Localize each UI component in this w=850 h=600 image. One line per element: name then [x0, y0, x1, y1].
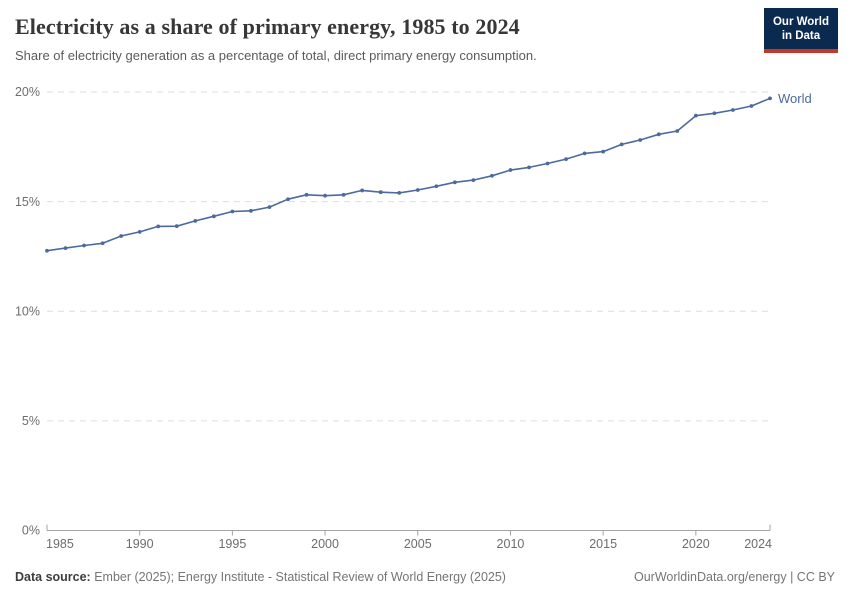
data-point: [323, 193, 327, 198]
data-point: [693, 113, 698, 118]
data-point: [360, 188, 365, 193]
data-point: [527, 165, 531, 170]
data-source-label: Data source:: [15, 570, 91, 584]
page-title: Electricity as a share of primary energy…: [15, 14, 520, 39]
x-axis-labels: 1985 1990 1995 2000 2005 2010 2015 2020 2024: [46, 537, 772, 551]
data-point: [230, 209, 235, 214]
x-tick-label: 2000: [311, 537, 339, 551]
data-point: [619, 142, 624, 147]
data-point: [731, 108, 735, 112]
data-point: [601, 149, 606, 154]
x-tick-label: 2015: [589, 537, 617, 551]
x-tick-label: 2020: [682, 537, 710, 551]
data-point: [768, 96, 772, 101]
logo-line-1: Our World: [772, 16, 829, 28]
data-point: [490, 173, 494, 178]
data-point: [712, 111, 717, 116]
x-tick-label: 2005: [404, 537, 432, 551]
data-point: [137, 229, 142, 234]
logo-line-2: in Data: [781, 30, 821, 43]
data-source: Data source: Ember (2025); Energy Instit…: [15, 570, 506, 584]
data-point: [63, 246, 68, 251]
y-tick-label: 15%: [15, 195, 40, 209]
data-point: [508, 168, 513, 172]
data-point: [564, 157, 568, 161]
data-point: [100, 241, 105, 246]
data-source-text: Ember (2025); Energy Institute - Statist…: [90, 570, 506, 584]
y-axis-labels: 0% 5% 10% 15% 20%: [15, 85, 40, 538]
data-point: [174, 224, 179, 229]
data-point: [156, 224, 161, 229]
data-point: [45, 248, 49, 253]
series-end-label: World: [778, 91, 812, 106]
x-tick-label: 1990: [126, 537, 154, 551]
data-point: [341, 192, 346, 197]
data-point: [82, 243, 86, 248]
data-point: [471, 178, 476, 183]
data-point: [415, 188, 420, 192]
series-points-world: [45, 96, 772, 253]
data-point: [434, 184, 439, 189]
owid-citation-link[interactable]: OurWorldinData.org/energy | CC BY: [633, 570, 835, 584]
x-tick-label: 1995: [218, 537, 246, 551]
chart-subtitle: Share of electricity generation as a per…: [15, 48, 537, 63]
y-gridlines: [47, 91, 772, 422]
data-point: [397, 190, 402, 195]
data-point: [749, 104, 754, 108]
y-tick-label: 10%: [15, 304, 40, 318]
data-point: [582, 151, 587, 156]
data-point: [656, 132, 661, 137]
owid-logo[interactable]: Our World in Data: [763, 8, 838, 53]
data-point: [675, 129, 680, 133]
x-tick-label: 2010: [497, 537, 525, 551]
x-tick-label: 1985: [46, 537, 74, 551]
data-point: [249, 208, 253, 213]
data-point: [267, 205, 272, 210]
data-point: [286, 197, 290, 202]
data-point: [193, 219, 198, 223]
data-point: [211, 214, 216, 219]
data-point: [452, 180, 457, 185]
y-tick-label: 20%: [15, 85, 40, 99]
data-point: [638, 138, 643, 142]
data-point: [378, 190, 383, 195]
series-line-world: [46, 97, 771, 252]
data-point: [304, 192, 309, 197]
y-tick-label: 0%: [22, 524, 40, 538]
data-point: [545, 161, 550, 166]
x-tick-label: 2024: [744, 537, 772, 551]
x-axis: [46, 524, 771, 536]
y-tick-label: 5%: [22, 414, 40, 428]
data-point: [119, 234, 124, 238]
